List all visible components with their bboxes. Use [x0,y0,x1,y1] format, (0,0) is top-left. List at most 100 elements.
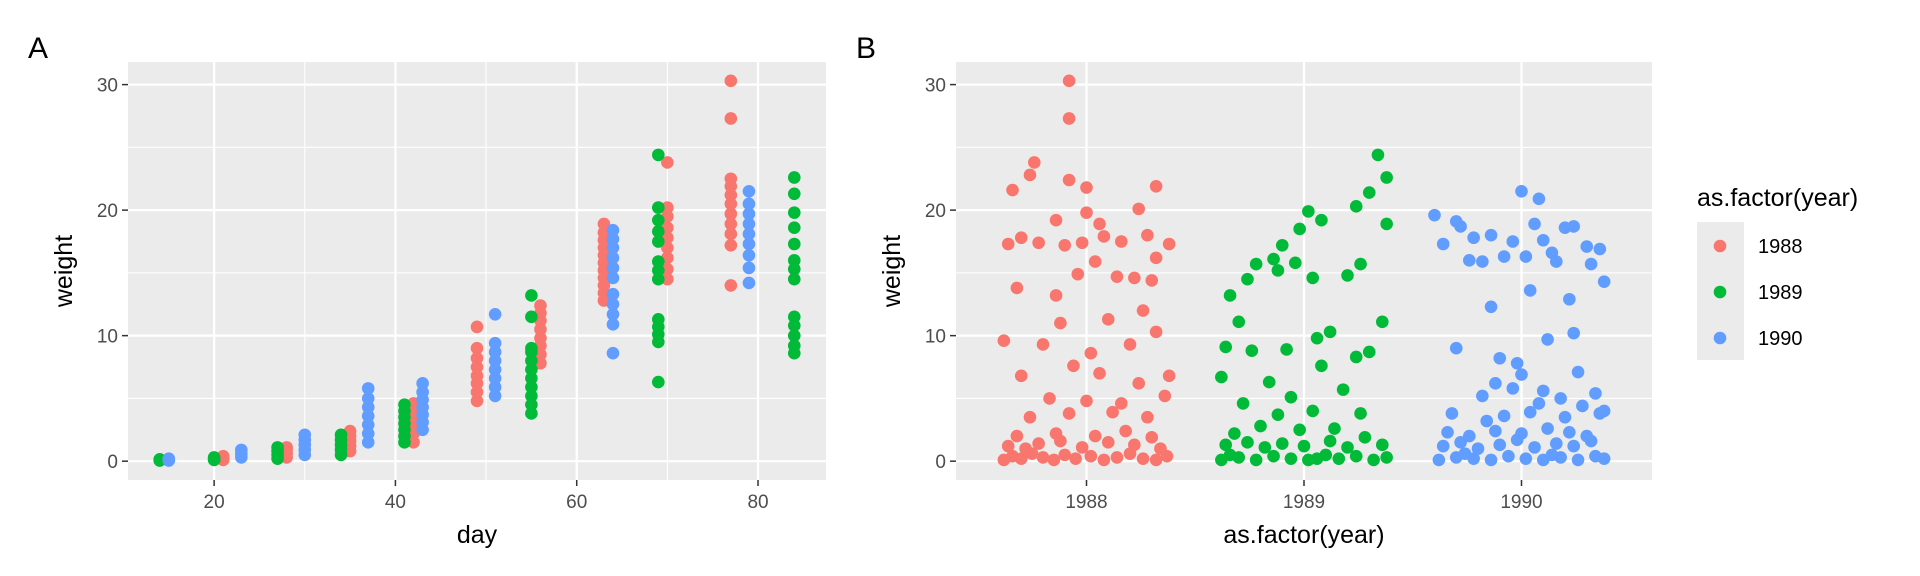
panel-b-point-1988 [1123,338,1137,351]
panel-a-point-1990 [742,237,756,251]
panel-b-y-axis-title: weight [878,235,906,308]
panel-b-point-1989 [1358,431,1372,444]
legend-key-1989 [1713,285,1727,299]
panel-a-point-1989 [525,407,538,420]
panel-b-point-1988 [1093,217,1106,231]
panel-a-point-1989 [651,201,665,214]
panel-a-point-1988 [661,272,674,286]
panel-a-point-1990 [235,443,248,457]
panel-b-point-1990 [1558,410,1572,424]
panel-a-point-1990 [606,297,620,311]
panel-a-point-1988 [534,331,547,345]
panel-a-point-1989 [787,329,801,342]
panel-a-point-1988 [470,351,484,365]
panel-a-points [153,74,801,467]
panel-b-point-1989 [1306,404,1319,418]
panel-b-point-1988 [1080,181,1093,194]
panel-b-point-1990 [1536,384,1550,398]
panel-b-point-1989 [1371,148,1385,162]
legend-items: 1988 1989 1990 [1713,236,1803,350]
panel-b-x-tick-label: 1988 [1065,492,1107,513]
panel-a-point-1990 [361,436,375,449]
panel-b-point-1989 [1258,441,1272,454]
panel-b-point-1988 [1158,389,1172,403]
panel-b-point-1989 [1241,272,1254,286]
panel-a-point-1990 [488,363,502,376]
legend-key-1990 [1713,331,1727,345]
panel-b-point-1988 [1067,359,1080,373]
panel-a-point-1990 [361,392,375,405]
panel-b-point-1990 [1523,405,1537,419]
panel-b-point-1988 [1014,369,1028,383]
panel-b-point-1990 [1476,255,1489,268]
panel-b-point-1989 [1349,449,1363,463]
panel-b-point-1988 [1010,281,1024,295]
panel-b-point-1989 [1354,257,1367,271]
panel-b-point-1990 [1597,404,1611,418]
panel-b-point-1989 [1219,340,1232,354]
panel-b-point-1988 [1145,274,1159,287]
panel-b-point-1990 [1571,453,1585,467]
panel-b-point-1990 [1506,235,1520,248]
panel-a-point-1990 [416,377,429,390]
panel-b-point-1989 [1362,345,1376,359]
panel-a-point-1988 [724,279,738,292]
panel-b-point-1990 [1428,208,1441,222]
panel-b-point-1988 [1119,424,1132,438]
panel-b-point-1988 [1032,437,1045,450]
panel-b-point-1990 [1463,254,1476,267]
panel-b-x-tick-label: 1990 [1500,492,1542,513]
panel-a-point-1990 [742,227,756,241]
panel-b-point-1988 [1023,410,1037,424]
panel-a-point-1989 [525,310,538,324]
panel-b-point-1989 [1232,315,1246,329]
panel-b-point-1989 [1328,422,1341,435]
panel-b-point-1990 [1580,240,1594,253]
panel-b-point-1990 [1484,300,1498,314]
panel-b-point-1990 [1541,422,1554,435]
panel-a-point-1989 [271,441,284,454]
panel-b-point-1990 [1436,237,1450,251]
panel-a-point-1989 [398,398,411,411]
panel-a-y-axis-title: weight [50,235,78,308]
panel-b-point-1988 [1136,452,1150,465]
panel-b-point-1988 [1058,448,1072,462]
panel-a-point-1990 [606,261,620,275]
panel-b-point-1988 [1162,237,1176,251]
panel-b-point-1988 [1128,271,1141,285]
panel-b-point-1988 [1110,451,1124,464]
panel-a-point-1989 [334,428,348,442]
panel-a-point-1988 [534,323,547,336]
panel-b-point-1990 [1484,228,1498,242]
panel-a-point-1988 [724,172,738,186]
panel-b-point-1988 [1115,235,1128,248]
panel-a-x-axis-title: day [457,521,498,549]
panel-b-point-1989 [1306,271,1319,285]
panel-a-point-1990 [361,418,375,432]
panel-a-point-1990 [361,400,375,414]
panel-b-point-1988 [1032,236,1045,250]
panel-a-point-1989 [787,272,801,286]
panel-b-point-1990 [1532,397,1546,410]
panel-b-point-1990 [1441,426,1454,439]
legend-label-1990: 1990 [1758,328,1803,350]
panel-b-point-1988 [1014,452,1028,465]
panel-b-point-1989 [1223,289,1237,302]
panel-a-point-1988 [661,241,674,255]
panel-a-point-1989 [787,206,801,219]
panel-a-y-tick-label: 30 [97,76,118,97]
legend: as.factor(year) 1988 1989 1990 [1697,184,1858,360]
panel-b-point-1988 [1058,238,1072,252]
panel-b-point-1990 [1536,233,1550,247]
panel-b-point-1988 [1080,394,1093,408]
panel-a-grid [128,62,826,480]
panel-b-point-1990 [1476,389,1489,403]
panel-a-point-1989 [787,187,801,201]
panel-b-point-1989 [1289,256,1302,270]
panel-a-point-1989 [787,310,801,324]
panel-b-point-1990 [1589,387,1602,400]
panel-b-point-1989 [1219,438,1232,452]
legend-label-1989: 1989 [1758,282,1803,304]
panel-a-point-1990 [361,409,375,423]
